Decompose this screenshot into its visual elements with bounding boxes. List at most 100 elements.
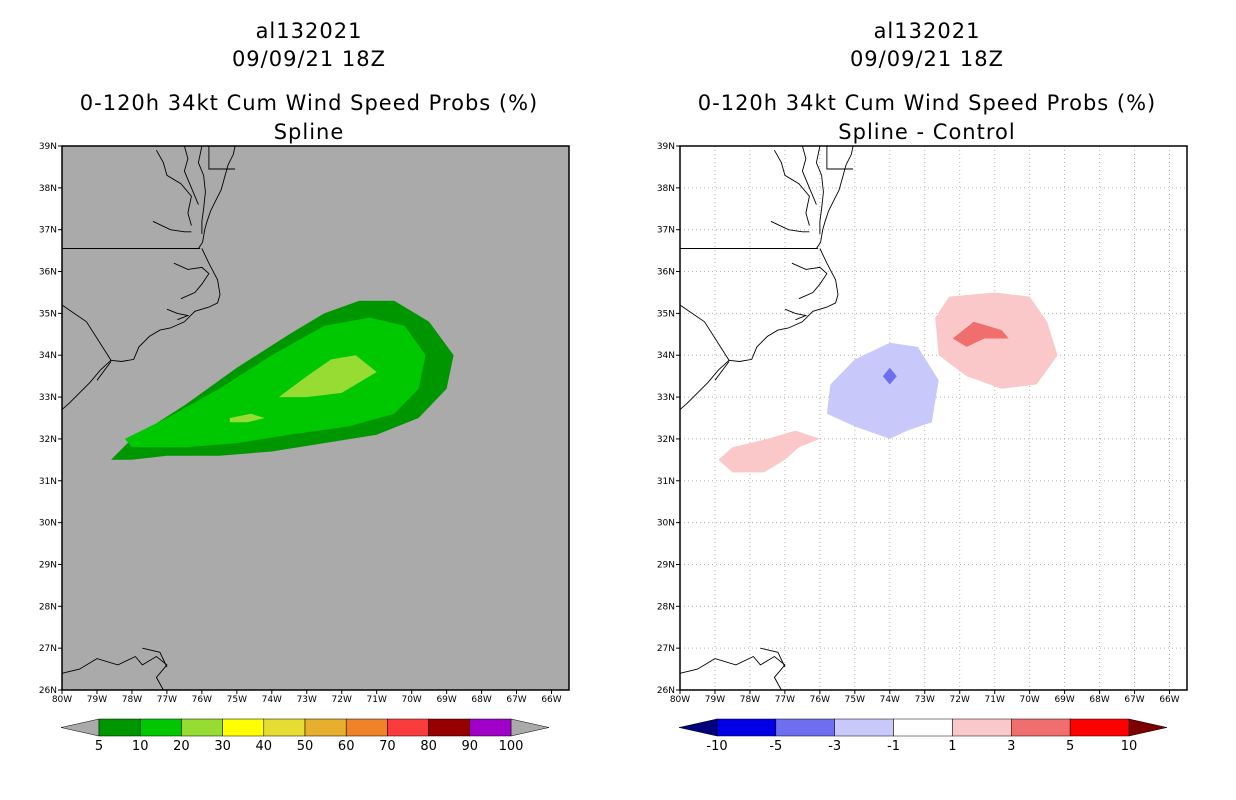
coastline-bay: [166, 308, 190, 321]
axes: 80W 79W 78W 77W 76W 75W 74W 73W 72W 71W 70W 69W 68W 6…: [657, 142, 1180, 705]
lon-tick-label: 70W: [401, 695, 421, 705]
contour-region-10: [124, 317, 426, 448]
coastline-bay: [801, 145, 817, 205]
lat-tick-label: 29N: [39, 560, 57, 570]
lon-tick-label: 76W: [192, 695, 212, 705]
colorbar-swatch: [387, 718, 429, 737]
lat-tick-label: 34N: [39, 351, 57, 361]
map-frame: [679, 145, 1188, 691]
colorbar-under-arrow: [60, 718, 100, 737]
shaded-fields: [111, 300, 454, 460]
colorbar-label: 70: [379, 739, 396, 754]
datetime: 09/09/21 18Z: [849, 47, 1005, 71]
colorbar-label: -5: [769, 739, 782, 754]
lon-tick-label: 79W: [705, 695, 725, 705]
state-border: [61, 304, 112, 361]
colorbar: 5 10 20 30 40 50 60 70 80 90 100: [60, 718, 550, 754]
lon-tick-label: 72W: [950, 695, 970, 705]
lon-tick-label: 79W: [87, 695, 107, 705]
lon-tick-label: 67W: [1124, 695, 1144, 705]
coastline-bay: [714, 361, 730, 381]
colorbar-label: 20: [173, 739, 190, 754]
colorbar-label: -1: [887, 739, 900, 754]
lat-tick-label: 37N: [39, 226, 57, 236]
lat-tick-label: 32N: [657, 435, 675, 445]
map-frame: [61, 145, 570, 691]
lat-tick-label: 26N: [657, 686, 675, 696]
lon-tick-label: 66W: [1159, 695, 1179, 705]
colorbar-swatch: [139, 718, 182, 737]
lon-tick-label: 68W: [471, 695, 491, 705]
lat-tick-label: 32N: [39, 435, 57, 445]
colorbar-swatch: [98, 718, 141, 737]
coastline-bay: [774, 149, 810, 226]
colorbar-swatch: [716, 718, 777, 737]
coastline-bay: [791, 262, 828, 300]
map-background: [680, 146, 1187, 690]
state-border: [826, 146, 854, 170]
storm-id: al132021: [255, 19, 363, 43]
colorbar-label: 5: [1066, 739, 1074, 754]
coastline-bay: [183, 145, 199, 205]
lon-tick-label: 80W: [670, 695, 690, 705]
coastline-bay: [784, 308, 808, 321]
colorbar: -10 -5 -3 -1 1 3 5 10: [678, 718, 1168, 754]
chart-title: 0-120h 34kt Cum Wind Speed Probs (%): [697, 91, 1157, 115]
colorbar-swatch: [775, 718, 835, 737]
lon-tick-label: 73W: [915, 695, 935, 705]
lat-tick-label: 31N: [657, 477, 675, 487]
colorbar-over-arrow: [1128, 718, 1168, 737]
coastline-bay: [770, 220, 810, 233]
lat-tick-label: 39N: [657, 142, 675, 152]
coastline: [61, 145, 236, 691]
colorbar-swatch: [345, 718, 388, 737]
contour-region-neg3: [882, 367, 897, 385]
colorbar-label: 3: [1007, 739, 1015, 754]
colorbar-label: -3: [828, 739, 841, 754]
chart-subtitle: Spline: [273, 120, 345, 144]
colorbar-swatch: [834, 718, 894, 737]
coastline-bahamas: [760, 647, 786, 668]
lon-tick-label: 72W: [332, 695, 352, 705]
storm-id: al132021: [873, 19, 981, 43]
lat-tick-label: 31N: [39, 477, 57, 487]
coastline-bahamas: [679, 655, 786, 691]
colorbar-label: 10: [132, 739, 149, 754]
coastline-bay: [173, 262, 210, 300]
lat-tick-label: 29N: [657, 560, 675, 570]
lon-tick-label: 71W: [985, 695, 1005, 705]
lon-tick-label: 67W: [506, 695, 526, 705]
lat-tick-label: 33N: [657, 393, 675, 403]
state-border: [208, 146, 236, 170]
contour-region-1: [935, 292, 1058, 389]
colorbar-swatch: [893, 718, 953, 737]
lat-tick-label: 39N: [39, 142, 57, 152]
lon-tick-label: 73W: [297, 695, 317, 705]
lon-tick-label: 69W: [436, 695, 456, 705]
colorbar-under-arrow: [678, 718, 718, 737]
coastline-bahamas: [142, 647, 168, 668]
lon-tick-label: 74W: [880, 695, 900, 705]
map-difference: 80W 79W 78W 77W 76W 75W 74W 73W 72W 71W 70W 69W 68W 6…: [657, 142, 1188, 754]
lon-tick-label: 77W: [775, 695, 795, 705]
coastline-virginia: [62, 145, 236, 249]
colorbar-swatch: [263, 718, 306, 737]
lat-tick-label: 37N: [657, 226, 675, 236]
colorbar-label: 80: [420, 739, 437, 754]
lon-tick-label: 77W: [157, 695, 177, 705]
lon-tick-label: 66W: [541, 695, 561, 705]
coastline-virginia: [680, 145, 854, 249]
lon-tick-label: 75W: [227, 695, 247, 705]
lat-tick-label: 26N: [39, 686, 57, 696]
lat-tick-label: 35N: [657, 309, 675, 319]
colorbar-swatch: [469, 718, 512, 737]
lon-tick-label: 69W: [1054, 695, 1074, 705]
lat-tick-label: 33N: [39, 393, 57, 403]
coastline-bay: [152, 220, 192, 233]
colorbar-label: 40: [256, 739, 273, 754]
coastline-bay: [197, 145, 206, 234]
colorbar-label: 100: [499, 739, 524, 754]
lat-tick-label: 38N: [39, 184, 57, 194]
datetime: 09/09/21 18Z: [231, 47, 387, 71]
coastline: [679, 145, 854, 691]
